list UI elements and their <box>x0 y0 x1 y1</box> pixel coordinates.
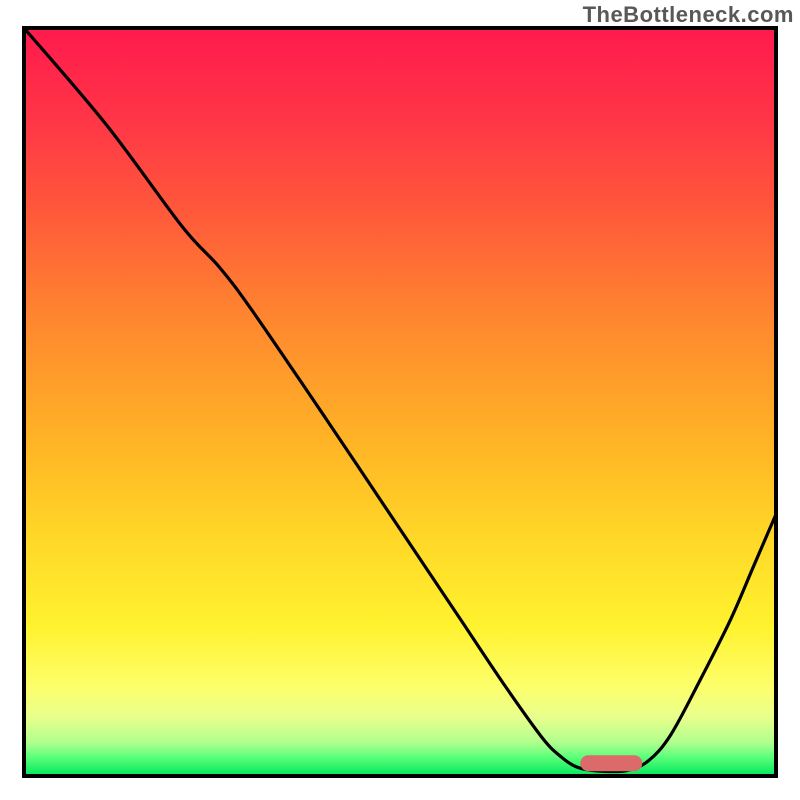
chart-container: { "watermark": "TheBottleneck.com", "cha… <box>0 0 800 800</box>
optimal-range-marker <box>580 755 642 771</box>
bottleneck-chart <box>0 0 800 800</box>
watermark-text: TheBottleneck.com <box>583 2 794 28</box>
plot-background <box>24 28 776 776</box>
